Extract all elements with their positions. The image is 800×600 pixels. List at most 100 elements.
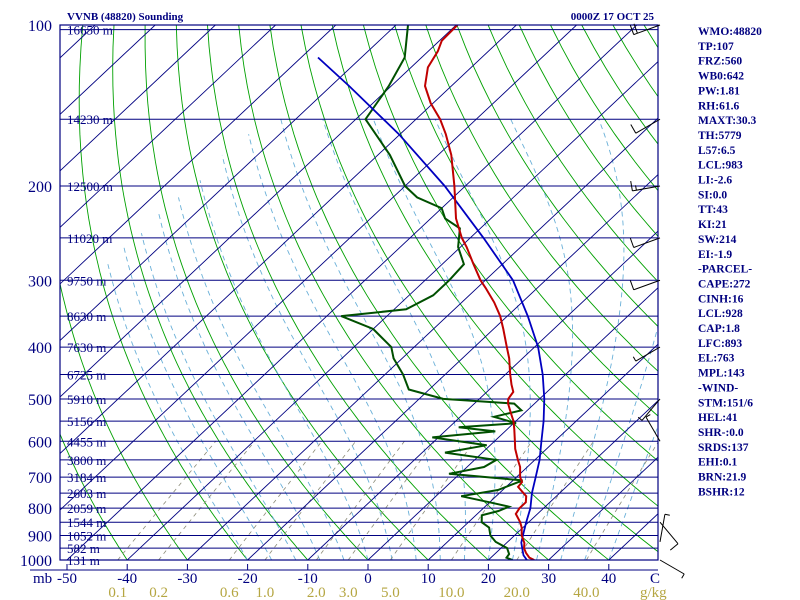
wind-barb-flag [633, 23, 638, 34]
temperature-tick-label: 20 [481, 571, 496, 587]
chart-frame [30, 24, 659, 571]
height-label: 16650 m [67, 23, 113, 38]
temperature-tick-label: -20 [238, 571, 258, 587]
sounding-index-text: LI:-2.6 [698, 175, 732, 187]
pressure-tick-label: 900 [28, 529, 52, 546]
wind-barb-staff [635, 346, 661, 362]
mixing-ratio-line [347, 441, 435, 560]
pressure-tick-label: 200 [28, 179, 52, 196]
sounding-index-text: EL:763 [698, 353, 735, 365]
mixing-ratio-tick-label: 0.2 [149, 585, 168, 600]
moist-adiabat [560, 119, 625, 560]
mixing-ratio-tick-label: 2.0 [307, 585, 326, 600]
mixing-ratio-line [516, 441, 594, 560]
sounding-index-text: TH:5779 [698, 130, 742, 142]
moist-adiabat [140, 233, 297, 560]
dewpoint-trace [340, 25, 524, 560]
sounding-index-text: L57:6.5 [698, 145, 736, 157]
moist-adiabat [107, 264, 248, 560]
sounding-index-text: EHI:0.1 [698, 457, 738, 469]
sounding-index-text: CAPE:272 [698, 278, 751, 290]
mixing-ratio-tick-label: 5.0 [381, 585, 400, 600]
wind-barb-staff [641, 398, 661, 421]
wind-barbs [629, 23, 685, 579]
isotherm-line [126, 60, 658, 560]
sounding-index-text: SI:0.0 [698, 189, 727, 201]
sounding-index-text: FRZ:560 [698, 56, 742, 68]
mixing-ratio-tick-label: 10.0 [438, 585, 464, 600]
wind-barb-flag [630, 181, 633, 191]
wind-barb-half-flag [632, 356, 637, 362]
temperature-tick-label: 0 [364, 571, 372, 587]
height-label: 2603 m [67, 486, 106, 501]
station-title: VVNB (48820) Sounding [67, 11, 184, 23]
background-grid [60, 25, 658, 560]
sounding-index-text: MAXT:30.3 [698, 115, 756, 127]
moist-adiabat [280, 119, 441, 560]
height-label: 3184 m [67, 470, 106, 485]
height-label: 6725 m [67, 368, 106, 383]
mixing-ratio-tick-label: 0.1 [108, 585, 127, 600]
isotherm-line [66, 25, 638, 560]
wind-barb-half-flag [645, 414, 651, 418]
isotherm-line [60, 25, 577, 511]
sounding-index-text: TP:107 [698, 41, 734, 53]
sounding-index-text: -WIND- [698, 382, 738, 394]
sounding-index-text: RH:61.6 [698, 100, 739, 112]
moist-adiabat [608, 424, 658, 560]
isotherm-line [488, 400, 658, 560]
temperature-tick-label: -40 [117, 571, 137, 587]
temperature-tick-label: -10 [298, 571, 318, 587]
temperature-tick-label: -50 [57, 571, 77, 587]
mixing-ratio-tick-label: 20.0 [504, 585, 530, 600]
sounding-index-text: SRDS:137 [698, 442, 749, 454]
moist-adiabat [584, 324, 658, 560]
pressure-unit-label: mb [33, 571, 52, 587]
mixing-ratio-line [451, 441, 533, 560]
isotherm-line [427, 343, 658, 560]
mixing-ratio-tick-label: 40.0 [573, 585, 599, 600]
height-label: 4455 m [67, 434, 106, 449]
wind-barb-half-flag [635, 185, 637, 191]
wind-barb-staff [633, 24, 661, 36]
wind-barb-flag [629, 280, 635, 290]
sounding-index-text: LCL:928 [698, 308, 743, 320]
wind-barb-staff [633, 279, 661, 291]
height-label: 1544 m [67, 515, 106, 530]
sounding-index-text: TT:43 [698, 204, 728, 216]
sounding-index-text: PW:1.81 [698, 85, 740, 97]
moist-adiabat [199, 180, 369, 560]
height-label: 5156 m [67, 414, 106, 429]
wind-barb-half-flag [681, 573, 685, 579]
height-label: 582 m [67, 541, 100, 556]
isotherm-line [60, 25, 276, 229]
moist-adiabat [510, 119, 574, 560]
pressure-tick-label: 100 [28, 18, 52, 35]
height-label: 8630 m [67, 309, 106, 324]
valid-time: 0000Z 17 OCT 25 [571, 11, 655, 23]
pressure-tick-label: 300 [28, 273, 52, 290]
wind-barb-staff [659, 559, 685, 575]
height-label: 14230 m [67, 112, 113, 127]
wind-barb-flag [629, 237, 635, 248]
sounding-index-text: HEL:41 [698, 412, 738, 424]
sounding-profiles [317, 25, 546, 560]
wind-barb-flag [629, 25, 635, 35]
moist-adiabat [158, 213, 321, 560]
isotherm-line [307, 230, 658, 560]
height-label: 7630 m [67, 340, 106, 355]
isotherm-line [60, 25, 337, 285]
moist-adiabat [221, 154, 393, 560]
axis-labels: VVNB (48820) Sounding 0000Z 17 OCT 25 mb… [20, 11, 667, 600]
height-label: 5910 m [67, 392, 106, 407]
temperature-tick-label: 30 [541, 571, 556, 587]
sounding-index-text: BSHR:12 [698, 486, 745, 498]
sounding-index-text: -PARCEL- [698, 264, 752, 276]
pressure-tick-label: 600 [28, 434, 52, 451]
temperature-trace [423, 25, 535, 560]
moist-adiabat [434, 119, 531, 560]
sounding-index-text: CAP:1.8 [698, 323, 740, 335]
mixing-ratio-line [390, 441, 475, 560]
mixing-ratio-line [586, 441, 658, 560]
